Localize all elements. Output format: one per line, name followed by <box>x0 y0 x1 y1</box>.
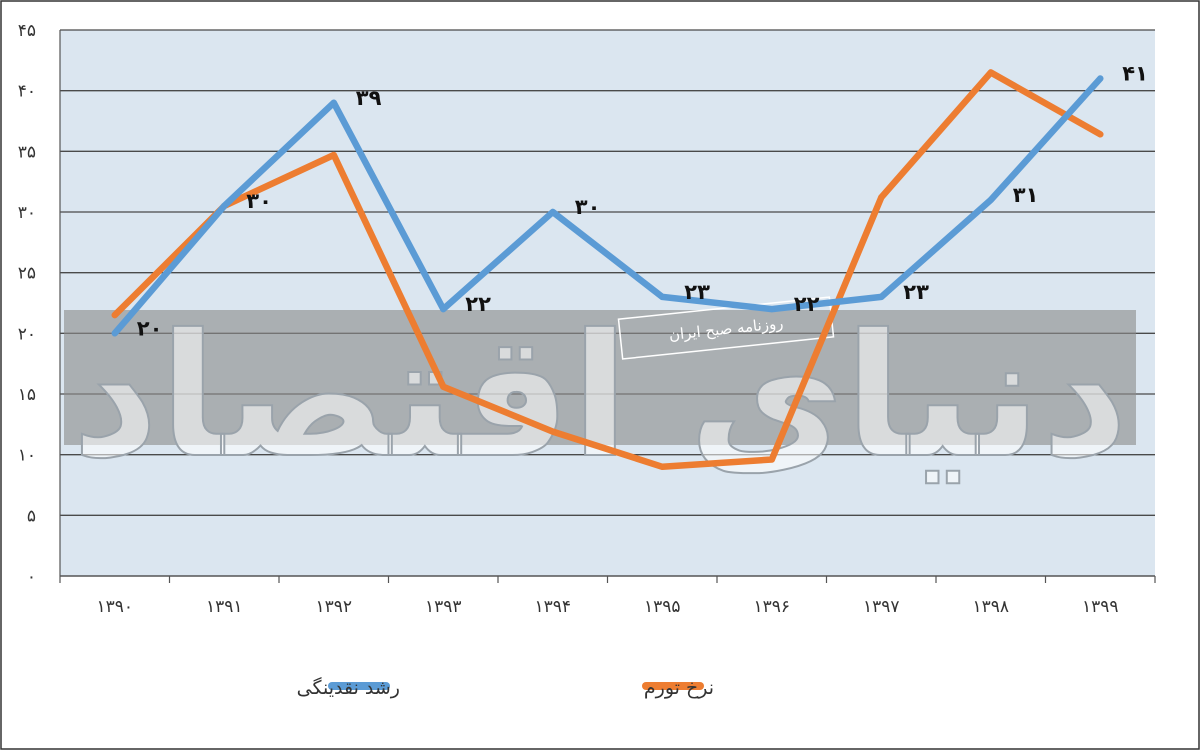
data-label: ۴۱ <box>1122 62 1148 86</box>
y-tick-label: ۰ <box>27 567 36 587</box>
legend-label-liquidity: رشد نقدینگی <box>297 676 400 699</box>
data-point <box>549 428 556 435</box>
data-label: ۳۹ <box>356 86 382 110</box>
watermark-band <box>64 310 1136 445</box>
data-label: ۲۲ <box>794 292 820 316</box>
data-point <box>878 293 885 300</box>
x-tick-label: ۱۳۹۶ <box>753 597 790 617</box>
watermark-brand: دنیای اقتصاد <box>72 298 1129 496</box>
data-point <box>440 306 447 313</box>
legend-label-inflation: نرخ تورم <box>644 677 714 699</box>
legend: رشد نقدینگی نرخ تورم <box>297 676 714 699</box>
x-tick-label: ۱۳۹۳ <box>425 597 462 617</box>
x-tick-label: ۱۳۹۱ <box>206 597 243 617</box>
data-label: ۳۰ <box>575 195 601 219</box>
data-point <box>768 456 775 463</box>
data-point <box>987 196 994 203</box>
y-tick-label: ۲۵ <box>18 264 36 284</box>
data-point <box>330 99 337 106</box>
data-label: ۲۲ <box>465 292 491 316</box>
data-point <box>549 209 556 215</box>
data-label: ۳۰ <box>246 189 272 213</box>
series-line-liquidity <box>111 75 1104 337</box>
series-lines <box>111 69 1104 471</box>
y-tick-label: ۲۰ <box>18 324 36 344</box>
data-label: ۲۳ <box>684 280 710 304</box>
data-labels: ۲۰ ۳۰ ۳۹ ۲۲ ۳۰ ۲۳ ۲۲ ۲۳ ۳۱ ۴۱ <box>137 62 1148 341</box>
data-point <box>1097 131 1104 138</box>
y-axis-ticks: ۰ ۵ ۱۰ ۱۵ ۲۰ ۲۵ ۳۰ ۳۵ ۴۰ ۴۵ <box>18 21 36 587</box>
data-point <box>221 202 228 209</box>
series-line-inflation <box>111 69 1104 471</box>
data-point <box>987 69 994 76</box>
data-point <box>659 463 666 470</box>
x-axis-ticks: ۱۳۹۰ ۱۳۹۱ ۱۳۹۲ ۱۳۹۳ ۱۳۹۴ ۱۳۹۵ ۱۳۹۶ ۱۳۹۷ ۱۳۹۸ ۱۳۹۹ <box>59 576 1156 617</box>
x-tick-label: ۱۳۹۰ <box>96 597 133 617</box>
y-tick-label: ۳۰ <box>18 203 36 223</box>
x-tick-label: ۱۳۹۹ <box>1082 597 1119 617</box>
y-tick-label: ۱۵ <box>18 385 36 405</box>
y-tick-label: ۳۵ <box>18 142 36 162</box>
x-tick-label: ۱۳۹۴ <box>534 597 571 617</box>
data-point <box>1097 75 1104 82</box>
data-point <box>659 293 666 300</box>
x-tick-label: ۱۳۹۷ <box>863 597 900 617</box>
data-point <box>768 306 775 313</box>
data-point <box>440 383 447 390</box>
data-label: ۲۳ <box>903 280 929 304</box>
data-point <box>330 151 337 158</box>
y-tick-label: ۱۰ <box>18 446 36 466</box>
data-label: ۳۱ <box>1013 183 1039 207</box>
x-tick-label: ۱۳۹۸ <box>972 597 1009 617</box>
y-tick-label: ۴۵ <box>18 21 36 41</box>
y-tick-label: ۵ <box>27 506 36 526</box>
x-tick-label: ۱۳۹۵ <box>644 597 681 617</box>
data-point <box>111 330 118 337</box>
y-tick-label: ۴۰ <box>18 82 36 102</box>
data-label: ۲۰ <box>137 316 163 340</box>
data-point <box>111 312 118 319</box>
x-tick-label: ۱۳۹۲ <box>315 597 352 617</box>
plot-area <box>60 30 1155 576</box>
data-point <box>878 194 885 201</box>
